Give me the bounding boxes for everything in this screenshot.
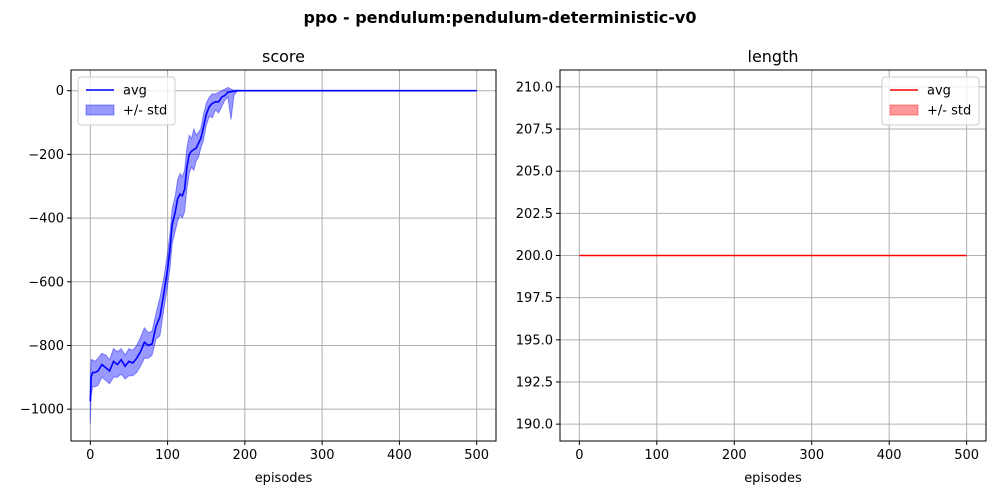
panel-title: score (262, 47, 305, 66)
y-tick-label: 190.0 (516, 418, 553, 433)
legend: avg +/- std (77, 76, 176, 126)
x-tick-label: 0 (86, 448, 94, 463)
y-tick-label: 192.5 (516, 375, 553, 390)
avg-line (89, 89, 477, 402)
y-tick-label: −600 (28, 275, 64, 290)
y-tick-label: 207.5 (516, 123, 553, 138)
y-tick-label: −800 (28, 339, 64, 354)
x-tick-label: 400 (387, 448, 412, 463)
legend-std-swatch (85, 104, 115, 116)
x-tick-label: 400 (877, 448, 902, 463)
y-tick-label: 202.5 (516, 207, 553, 222)
y-tick-label: 197.5 (516, 291, 553, 306)
y-tick-label: 0 (56, 84, 64, 99)
std-band (89, 86, 477, 424)
legend-std-label: +/- std (123, 104, 167, 119)
legend-avg-label: avg (123, 84, 147, 99)
y-tick-label: 205.0 (516, 165, 553, 180)
x-tick-label: 100 (644, 448, 669, 463)
x-tick-label: 500 (954, 448, 979, 463)
x-tick-label: 300 (799, 448, 824, 463)
legend-box (77, 76, 176, 126)
x-axis-title: episodes (744, 471, 802, 486)
y-tick-label: 200.0 (516, 249, 553, 264)
y-tick-label: 210.0 (516, 80, 553, 95)
legend-box (881, 76, 980, 126)
x-tick-label: 200 (722, 448, 747, 463)
plot-area (89, 86, 477, 424)
y-tick-label: 195.0 (516, 333, 553, 348)
figure-title: ppo - pendulum:pendulum-deterministic-v0 (304, 8, 697, 27)
y-tick-label: −1000 (20, 403, 64, 418)
y-tick-label: −200 (28, 148, 64, 163)
x-axis-title: episodes (255, 471, 313, 486)
legend-std-swatch (889, 104, 919, 116)
x-tick-label: 0 (575, 448, 583, 463)
length-panel: length 0 100 200 300 400 500 190.0 192.5 195.0 197… (516, 47, 987, 486)
legend-avg-label: avg (927, 84, 951, 99)
axes-frame (70, 69, 497, 442)
panel-title: length (748, 47, 799, 66)
x-tick-label: 200 (232, 448, 257, 463)
score-panel: score 0 100 200 300 400 500 −1000 −800 −600 −400 −2… (20, 47, 497, 486)
x-tick-label: 500 (464, 448, 489, 463)
legend: avg +/- std (881, 76, 980, 126)
x-tick-label: 100 (155, 448, 180, 463)
y-tick-label: −400 (28, 212, 64, 227)
legend-std-label: +/- std (927, 104, 971, 119)
x-tick-label: 300 (310, 448, 335, 463)
